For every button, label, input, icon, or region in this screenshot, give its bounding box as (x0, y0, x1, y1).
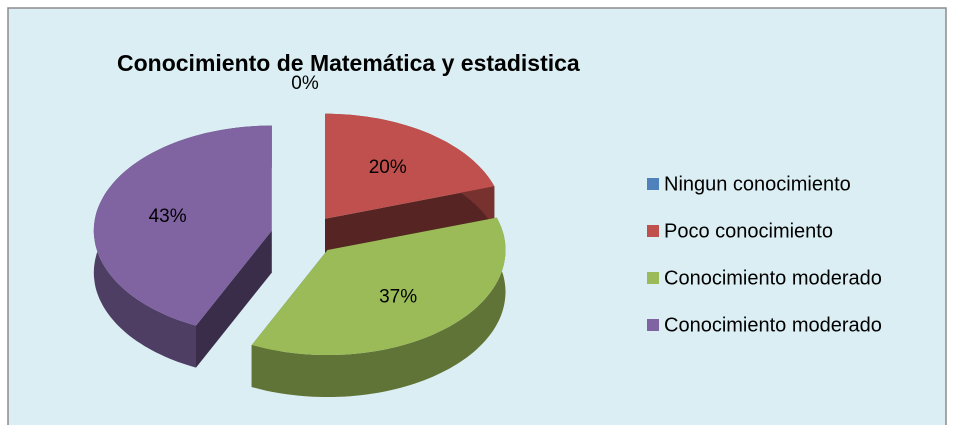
slice-top (93, 125, 272, 326)
legend-swatch (647, 272, 659, 284)
pie-slice (251, 217, 506, 397)
data-label: 43% (149, 206, 187, 227)
legend-swatch (647, 319, 659, 331)
slice-wall (325, 186, 495, 261)
slice-top (251, 217, 506, 355)
legend-label: Conocimiento moderado (664, 314, 882, 336)
legend-label: Poco conocimiento (664, 220, 833, 242)
legend-swatch (647, 225, 659, 237)
data-label: 37% (379, 286, 417, 307)
data-label: 20% (369, 157, 407, 178)
data-label: 0% (291, 73, 319, 94)
legend-label: Ningun conocimiento (664, 173, 851, 195)
pie-slice (325, 113, 495, 261)
slice-top (325, 113, 495, 219)
chart-title: Conocimiento de Matemática y estadistica (117, 50, 580, 76)
slice-wall (196, 230, 272, 368)
legend-swatch (647, 178, 659, 190)
slice-side (251, 217, 506, 397)
legend-label: Conocimiento moderado (664, 267, 882, 289)
pie-slice (93, 125, 272, 368)
